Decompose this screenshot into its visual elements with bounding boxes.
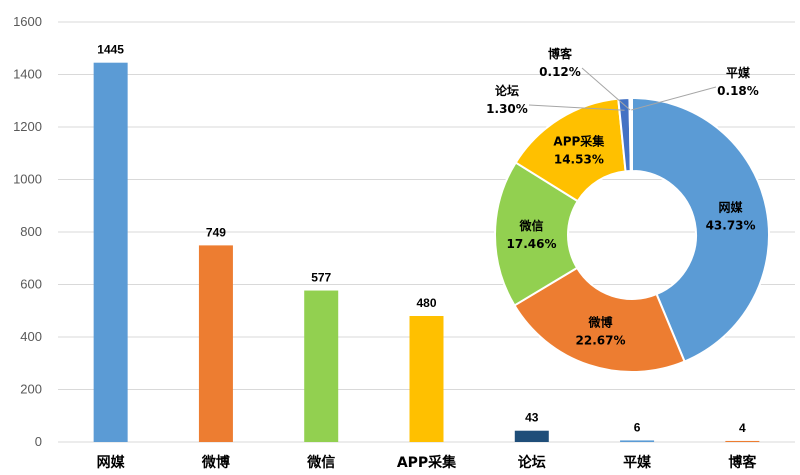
bar-value-label: 480 bbox=[416, 296, 436, 310]
y-tick-label: 1000 bbox=[13, 172, 42, 187]
bar bbox=[198, 245, 233, 442]
bar-value-label: 6 bbox=[634, 420, 641, 434]
donut-category-label: 平媒 bbox=[726, 65, 751, 80]
donut-percent-label: 17.46% bbox=[507, 237, 557, 251]
bar-value-label: 577 bbox=[311, 271, 331, 285]
y-tick-label: 800 bbox=[20, 224, 42, 239]
x-category-label: APP采集 bbox=[397, 454, 457, 471]
y-tick-label: 200 bbox=[20, 382, 42, 397]
y-tick-label: 1400 bbox=[13, 67, 42, 82]
x-category-label: 平媒 bbox=[623, 454, 652, 471]
bar bbox=[514, 430, 549, 442]
donut-percent-label: 1.30% bbox=[486, 102, 528, 116]
y-tick-label: 1600 bbox=[13, 14, 42, 29]
x-category-label: 网媒 bbox=[97, 454, 126, 471]
bar-value-label: 43 bbox=[525, 411, 539, 425]
bar-value-label: 1445 bbox=[97, 43, 124, 57]
bar-series: 1445 749 577 480 43 6 4 bbox=[93, 43, 760, 442]
leader-line bbox=[631, 86, 717, 111]
bar bbox=[725, 440, 760, 442]
bar bbox=[620, 440, 655, 442]
x-axis-categories: 网媒 微博 微信 APP采集 论坛 平媒 博客 bbox=[97, 454, 758, 471]
x-category-label: 博客 bbox=[728, 454, 757, 471]
bar bbox=[304, 290, 339, 442]
y-axis-ticks: 0 200 400 600 800 1000 1200 1400 1600 bbox=[13, 14, 42, 449]
x-category-label: 微信 bbox=[306, 454, 335, 471]
donut-slice bbox=[629, 96, 633, 173]
donut-category-label: 微博 bbox=[588, 314, 613, 329]
x-category-label: 论坛 bbox=[518, 454, 546, 471]
donut-slice bbox=[631, 96, 770, 363]
donut-percent-label: 0.12% bbox=[539, 65, 581, 79]
donut-chart: 网媒 43.73% 微博 22.67% 微信 17.46% APP采集 14.53% 论坛 1.3… bbox=[486, 46, 770, 373]
x-category-label: 微博 bbox=[201, 454, 230, 471]
y-tick-label: 400 bbox=[20, 329, 42, 344]
donut-slice bbox=[494, 161, 580, 307]
donut-percent-label: 0.18% bbox=[717, 84, 759, 98]
donut-slice bbox=[513, 266, 686, 373]
leader-line bbox=[581, 67, 631, 111]
donut-category-label: 网媒 bbox=[719, 199, 744, 214]
bar bbox=[409, 316, 444, 442]
leader-line bbox=[528, 104, 625, 111]
bar bbox=[93, 62, 128, 442]
donut-percent-label: 22.67% bbox=[576, 333, 626, 347]
donut-category-label: 博客 bbox=[548, 46, 573, 61]
y-tick-label: 600 bbox=[20, 277, 42, 292]
donut-category-label: 微信 bbox=[518, 218, 543, 233]
donut-percent-label: 14.53% bbox=[554, 153, 604, 167]
gridlines bbox=[58, 21, 795, 443]
bar-value-label: 4 bbox=[739, 421, 746, 435]
donut-category-label: 论坛 bbox=[495, 83, 519, 98]
bar-value-label: 749 bbox=[206, 225, 226, 239]
donut-percent-label: 43.73% bbox=[706, 218, 756, 232]
y-tick-label: 1200 bbox=[13, 119, 42, 134]
y-tick-label: 0 bbox=[35, 434, 42, 449]
donut-category-label: APP采集 bbox=[553, 134, 605, 149]
